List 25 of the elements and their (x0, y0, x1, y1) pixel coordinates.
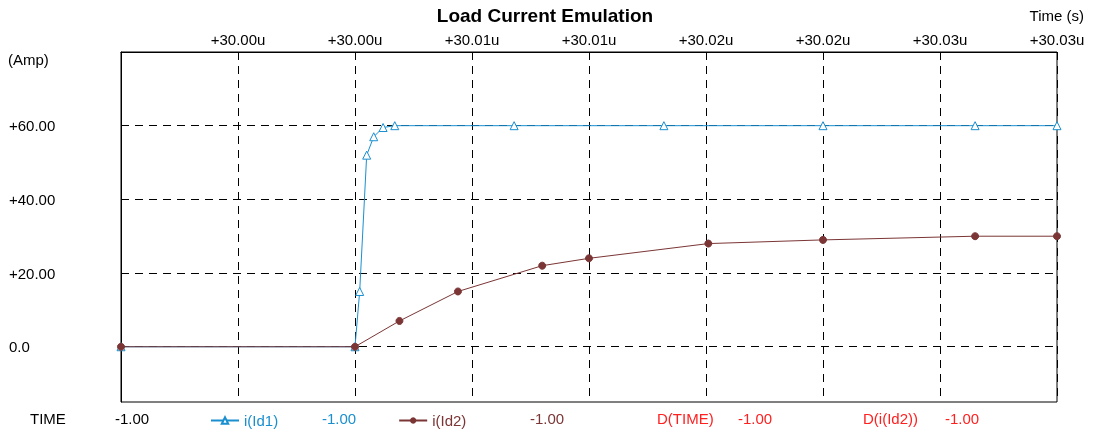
x-tick-label: +30.01u (444, 31, 500, 48)
text: -1.00 (530, 410, 565, 427)
text: D(TIME) (657, 410, 714, 427)
x-tick-label: +30.03u (1029, 31, 1085, 48)
x-tick-label: +30.00u (327, 31, 383, 48)
text: TIME (30, 410, 66, 427)
y-tick-label: +20.00 (9, 264, 56, 282)
x-tick-label: +30.02u (795, 31, 851, 48)
text: D(i(Id2)) (863, 410, 918, 427)
x-tick-label: +30.00u (210, 31, 266, 48)
text: -1.00 (738, 410, 773, 427)
y-tick-label: +40.00 (9, 190, 56, 208)
chart-title: Load Current Emulation (436, 5, 654, 26)
text: -1.00 (115, 410, 150, 427)
text: -1.00 (322, 410, 357, 427)
x-tick-label: +30.03u (912, 31, 968, 48)
text: -1.00 (945, 410, 980, 427)
y-tick-label: 0.0 (9, 338, 30, 356)
y-tick-label: +60.00 (9, 117, 56, 135)
x-tick-label: +30.02u (678, 31, 734, 48)
legend-label: i(Id2) (432, 412, 467, 429)
legend-label: i(Id1) (244, 412, 279, 429)
y-axis-title: (Amp) (8, 51, 49, 68)
x-axis-title: Time (s) (1029, 7, 1084, 24)
x-tick-label: +30.01u (561, 31, 617, 48)
